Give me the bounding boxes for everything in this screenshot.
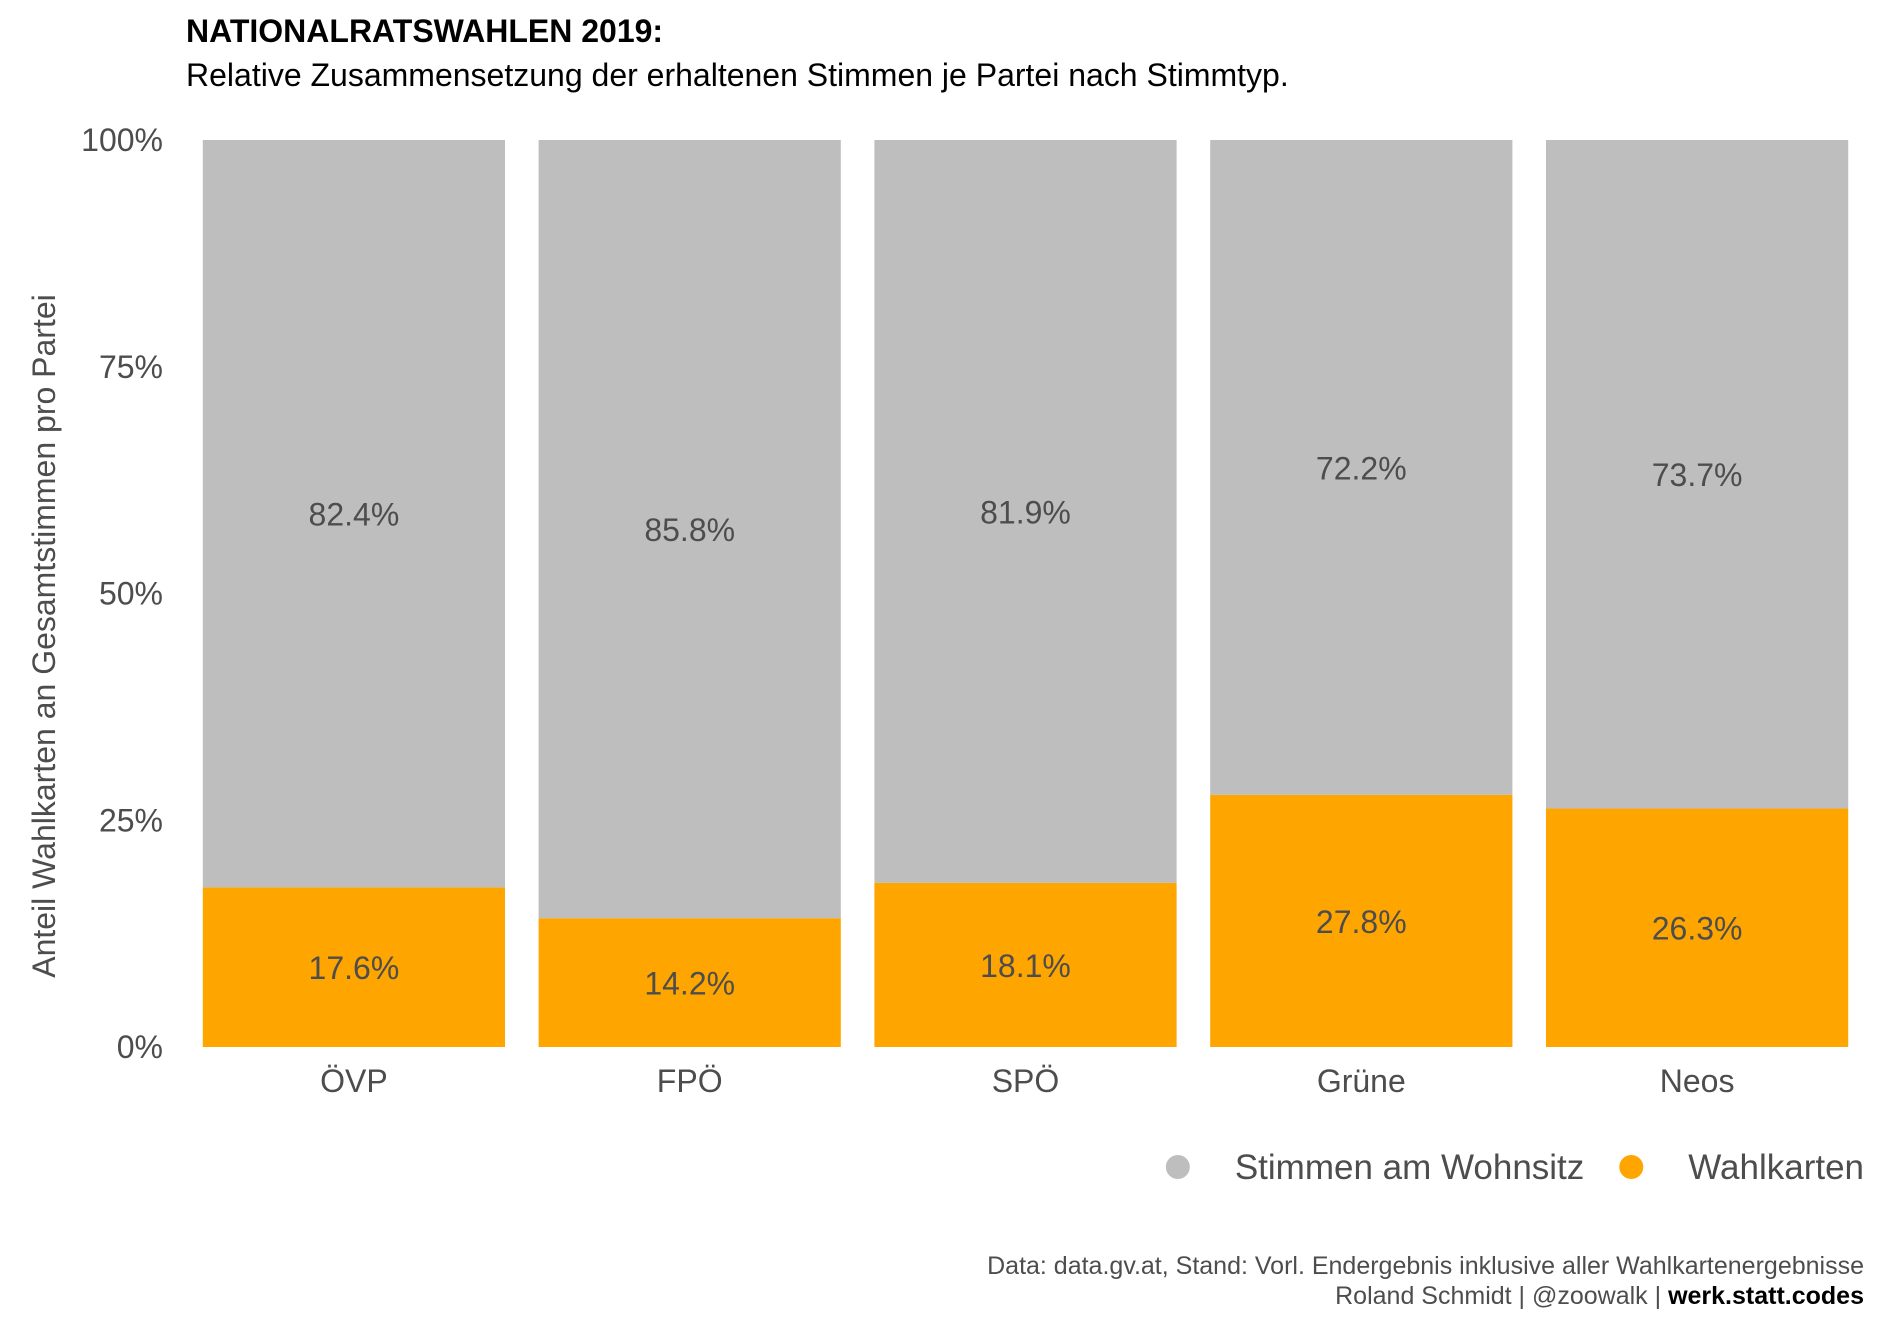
data-label: 82.4% xyxy=(309,497,400,533)
data-label: 14.2% xyxy=(644,966,735,1002)
bar-segment xyxy=(202,140,506,888)
bar-segment xyxy=(874,882,1177,1047)
y-tick-label: 25% xyxy=(99,802,163,838)
bar-segment xyxy=(538,918,841,1047)
x-tick-label: ÖVP xyxy=(320,1063,388,1099)
bar-segment xyxy=(1545,140,1849,809)
x-tick-label: SPÖ xyxy=(992,1063,1060,1099)
x-axis-ticks: ÖVP FPÖ SPÖ Grüne Neos xyxy=(320,1063,1734,1099)
data-labels: 17.6% 82.4% 14.2% 85.8% 18.1% 81.9% 27.8% 72.2%… xyxy=(309,450,1743,1001)
bar-segment xyxy=(874,140,1177,883)
y-axis-label: Anteil Wahlkarten an Gesamtstimmen pro P… xyxy=(26,294,62,978)
data-label: 17.6% xyxy=(309,950,400,986)
data-label: 27.8% xyxy=(1316,904,1407,940)
data-label: 73.7% xyxy=(1652,457,1743,493)
caption-author-prefix: Roland Schmidt | @zoowalk | xyxy=(1335,1282,1668,1310)
data-label: 81.9% xyxy=(980,494,1071,530)
bar-segment xyxy=(1210,794,1513,1047)
data-label: 18.1% xyxy=(980,948,1071,984)
bar-segment xyxy=(1210,140,1513,795)
bar-segment xyxy=(202,887,506,1047)
legend-label: Stimmen am Wohnsitz xyxy=(1235,1148,1584,1187)
bar-segment xyxy=(1545,808,1849,1047)
caption-brand: werk.statt.codes xyxy=(1667,1282,1864,1310)
y-tick-label: 100% xyxy=(81,122,163,158)
x-tick-label: Grüne xyxy=(1317,1063,1406,1099)
caption-source: Data: data.gv.at, Stand: Vorl. Endergebn… xyxy=(987,1252,1864,1280)
y-tick-label: 75% xyxy=(99,349,163,385)
data-label: 72.2% xyxy=(1316,450,1407,486)
legend-swatch xyxy=(1619,1155,1644,1179)
legend-swatch xyxy=(1165,1155,1190,1179)
y-tick-label: 0% xyxy=(117,1029,163,1065)
bar-segment xyxy=(538,140,841,919)
legend-label: Wahlkarten xyxy=(1688,1148,1864,1187)
data-label: 26.3% xyxy=(1652,911,1743,947)
legend: Wahlkarten Stimmen am Wohnsitz xyxy=(1165,1148,1864,1187)
y-axis-ticks: 0% 25% 50% 75% 100% xyxy=(81,122,163,1065)
y-tick-label: 50% xyxy=(99,576,163,612)
x-tick-label: FPÖ xyxy=(657,1063,723,1099)
chart-title: NATIONALRATSWAHLEN 2019: xyxy=(186,13,663,49)
x-tick-label: Neos xyxy=(1660,1063,1735,1099)
caption-author: Roland Schmidt | @zoowalk | werk.statt.c… xyxy=(1335,1282,1864,1310)
bars xyxy=(202,140,1849,1047)
data-label: 85.8% xyxy=(644,512,735,548)
chart-subtitle: Relative Zusammensetzung der erhaltenen … xyxy=(186,57,1289,93)
